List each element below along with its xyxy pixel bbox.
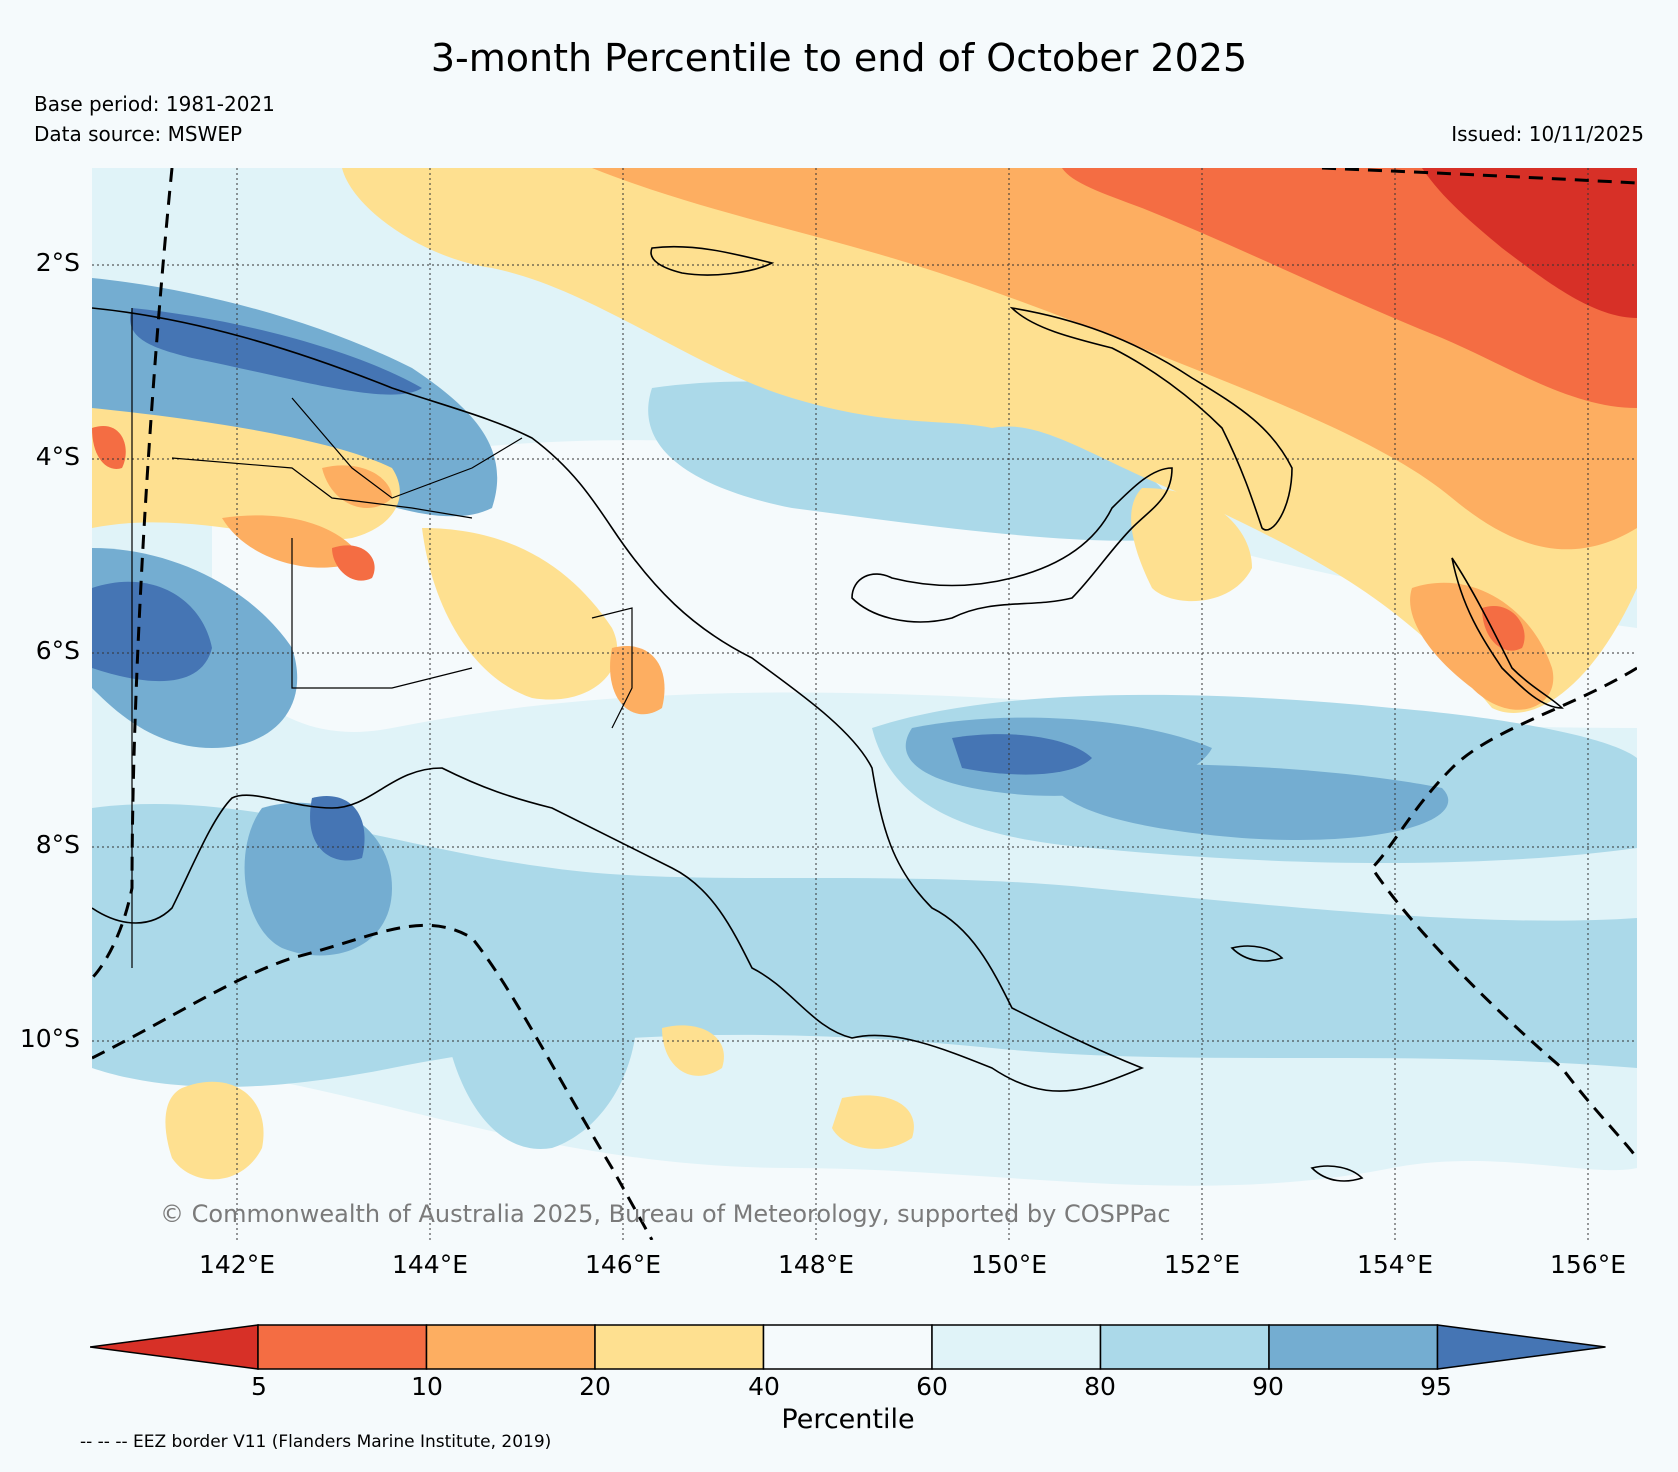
colorbar-segment [425, 1324, 596, 1370]
lon-label: 152°E [1163, 1250, 1240, 1279]
map-title: 3-month Percentile to end of October 202… [430, 36, 1248, 80]
lat-label: 10°S [19, 1024, 80, 1053]
lon-label: 154°E [1356, 1250, 1433, 1279]
copyright-notice: © Commonwealth of Australia 2025, Bureau… [160, 1200, 1171, 1228]
very-wet-region [1042, 764, 1449, 840]
dry-region [422, 528, 618, 700]
dry-region [165, 1081, 264, 1180]
normal-region [92, 1065, 1637, 1240]
wet-region [648, 381, 1177, 541]
lon-label: 144°E [391, 1250, 468, 1279]
colorbar-segment [594, 1324, 765, 1370]
extremely-wet-region [130, 308, 423, 395]
extremely-dry-region [92, 426, 126, 469]
dry-region [1131, 488, 1252, 602]
lat-label: 6°S [35, 636, 80, 665]
issued-date: Issued: 10/11/2025 [1451, 122, 1644, 146]
colorbar [90, 1324, 1606, 1370]
dry-region [92, 408, 400, 540]
colorbar-segment [1099, 1324, 1270, 1370]
data-source: Data source: MSWEP [34, 122, 243, 146]
colorbar-segment [1268, 1324, 1439, 1370]
colorbar-tick: 60 [916, 1372, 948, 1401]
lon-label: 146°E [584, 1250, 661, 1279]
colorbar-tick: 80 [1084, 1372, 1116, 1401]
lon-label: 150°E [970, 1250, 1047, 1279]
very-dry-region [610, 646, 665, 715]
very-dry-region [322, 465, 392, 508]
extremely-wet-region [310, 796, 365, 861]
dry-region [832, 1095, 914, 1149]
colorbar-extend-low [90, 1324, 259, 1370]
lat-label: 4°S [35, 442, 80, 471]
percentile-map [92, 168, 1637, 1240]
eez-border [92, 168, 1637, 1240]
colorbar-tick: 20 [579, 1372, 611, 1401]
extremely-dry-region [332, 545, 375, 581]
extremely-wet-region [92, 581, 212, 682]
coastline [92, 245, 1564, 1182]
colorbar-segment [762, 1324, 933, 1370]
colorbar-tick: 5 [251, 1372, 267, 1401]
wet-region [432, 862, 638, 1149]
lon-label: 156°E [1549, 1250, 1626, 1279]
colorbar-extend-high [1436, 1324, 1606, 1370]
dry-region [662, 1025, 724, 1076]
lat-label: 8°S [35, 830, 80, 859]
extremely-wet-region [952, 734, 1092, 775]
colorbar-segment [257, 1324, 428, 1370]
graticule [92, 168, 1637, 1240]
colorbar-tick: 90 [1252, 1372, 1284, 1401]
colorbar-tick: 95 [1420, 1372, 1452, 1401]
record-dry-region [1422, 168, 1637, 318]
lon-label: 142°E [198, 1250, 275, 1279]
colorbar-tick: 10 [411, 1372, 443, 1401]
lat-label: 2°S [35, 248, 80, 277]
base-period: Base period: 1981-2021 [34, 92, 275, 116]
lon-label: 148°E [777, 1250, 854, 1279]
colorbar-label: Percentile [781, 1404, 915, 1435]
very-dry-region [1410, 582, 1554, 710]
extremely-dry-region [1482, 606, 1525, 651]
eez-legend-note: -- -- -- EEZ border V11 (Flanders Marine… [80, 1432, 552, 1452]
colorbar-tick: 40 [748, 1372, 780, 1401]
colorbar-segment [931, 1324, 1102, 1370]
